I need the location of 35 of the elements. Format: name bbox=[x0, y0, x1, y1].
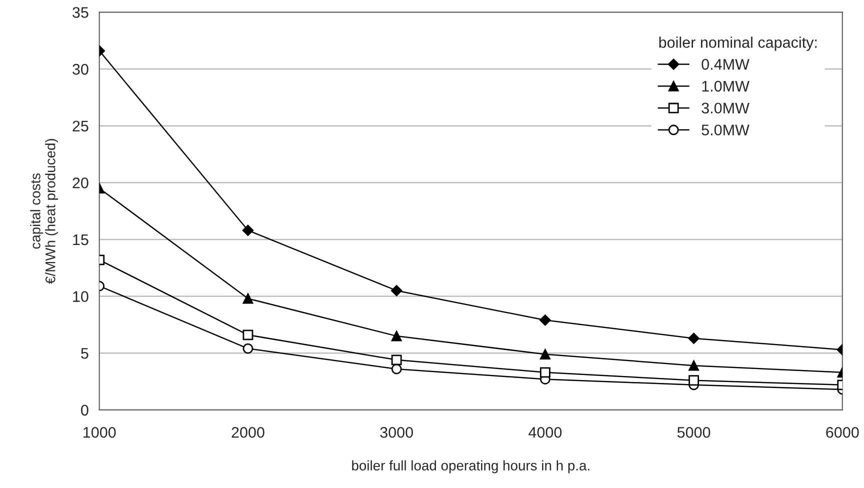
point bbox=[688, 375, 699, 386]
x-tick-label: 3000 bbox=[380, 426, 413, 438]
point bbox=[242, 343, 254, 354]
point bbox=[242, 293, 254, 304]
y-tick-label: 15 bbox=[73, 234, 88, 246]
legend-label: 1.0MW bbox=[702, 80, 750, 92]
x-tick-label: 5000 bbox=[677, 426, 710, 438]
y-tick-label: 5 bbox=[81, 348, 88, 359]
point bbox=[391, 364, 402, 374]
point bbox=[540, 349, 550, 360]
y-tick-label: 25 bbox=[72, 120, 88, 132]
x-tick-label: 4000 bbox=[528, 426, 562, 438]
legend-title: boiler nominal capacity: bbox=[659, 36, 817, 51]
x-tick-label: 1000 bbox=[84, 426, 116, 438]
x-tick-label: 6000 bbox=[826, 426, 859, 438]
y-tick-label: 30 bbox=[72, 64, 88, 75]
point bbox=[688, 360, 699, 371]
point bbox=[390, 285, 402, 296]
y-tick-label: 35 bbox=[72, 7, 88, 18]
legend-label: 5.0MW bbox=[702, 124, 750, 136]
legend-label: 3.0MW bbox=[702, 102, 750, 114]
point bbox=[540, 367, 550, 378]
y-axis-title: capital costs €/MWh (heat produced) bbox=[30, 138, 58, 284]
y-tick-label: 10 bbox=[73, 291, 88, 302]
point bbox=[391, 354, 402, 366]
legend-label: 0.4MW bbox=[702, 58, 750, 70]
point bbox=[540, 314, 551, 326]
point bbox=[391, 330, 402, 342]
x-tick-label: 2000 bbox=[232, 426, 264, 438]
y-tick-label: 20 bbox=[72, 178, 88, 188]
y-tick-label: 0 bbox=[81, 404, 88, 416]
x-axis-title: boiler full load operating hours in h p.a. bbox=[352, 460, 590, 474]
point bbox=[242, 224, 254, 236]
point bbox=[242, 330, 254, 340]
point bbox=[688, 332, 700, 344]
